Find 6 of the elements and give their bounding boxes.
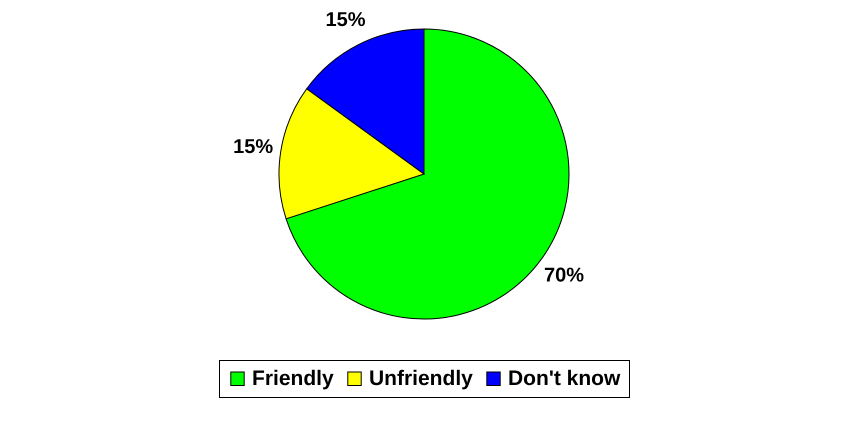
data-label: 15% (325, 8, 366, 31)
data-label: 15% (233, 136, 274, 158)
legend-label: Friendly (252, 366, 334, 390)
legend-label: Unfriendly (369, 366, 474, 390)
data-label: 70% (544, 264, 584, 287)
legend-label: Don't know (508, 366, 621, 390)
